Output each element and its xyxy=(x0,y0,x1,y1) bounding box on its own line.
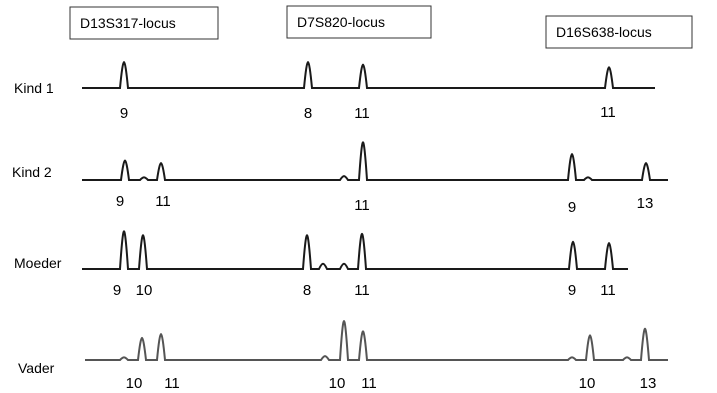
allele-label: 8 xyxy=(304,105,312,122)
alleles-moeder: 9 10 8 11 9 11 xyxy=(113,282,616,299)
allele-label: 11 xyxy=(155,193,171,210)
locus-label: D7S820-locus xyxy=(297,14,385,30)
allele-label: 10 xyxy=(329,375,346,392)
allele-label: 13 xyxy=(637,195,654,212)
locus-header-d7s820: D7S820-locus xyxy=(286,5,432,39)
allele-label: 9 xyxy=(568,282,576,299)
allele-label: 11 xyxy=(354,282,370,299)
allele-label: 8 xyxy=(303,282,311,299)
locus-label: D16S638-locus xyxy=(556,24,652,40)
allele-label: 9 xyxy=(113,282,121,299)
allele-label: 11 xyxy=(361,375,377,392)
row-label-kind-1: Kind 1 xyxy=(14,80,54,96)
trace-moeder xyxy=(82,230,628,270)
allele-label: 10 xyxy=(126,375,143,392)
row-label-kind-2: Kind 2 xyxy=(12,164,52,180)
alleles-kind-1: 9 8 11 11 xyxy=(120,104,616,122)
allele-label: 10 xyxy=(136,282,153,299)
locus-header-d13s317: D13S317-locus xyxy=(69,6,219,40)
locus-label: D13S317-locus xyxy=(80,15,176,31)
row-label-moeder: Moeder xyxy=(14,255,62,271)
allele-label: 9 xyxy=(120,105,128,122)
trace-vader xyxy=(85,319,668,361)
allele-label: 11 xyxy=(600,104,616,121)
locus-box xyxy=(286,5,432,39)
locus-box xyxy=(545,15,693,49)
allele-label: 11 xyxy=(354,105,370,122)
trace-kind-1 xyxy=(82,60,655,89)
allele-label: 9 xyxy=(116,193,124,210)
allele-label: 10 xyxy=(579,375,596,392)
allele-label: 11 xyxy=(354,197,370,214)
allele-label: 9 xyxy=(568,199,576,216)
row-label-vader: Vader xyxy=(18,360,55,376)
alleles-vader: 10 11 10 11 10 13 xyxy=(126,375,657,392)
allele-label: 11 xyxy=(164,375,180,392)
trace-kind-2 xyxy=(82,141,668,181)
alleles-kind-2: 9 11 11 9 13 xyxy=(116,193,654,216)
allele-label: 11 xyxy=(600,282,616,299)
locus-header-d16s638: D16S638-locus xyxy=(545,15,693,49)
locus-box xyxy=(69,6,219,40)
allele-label: 13 xyxy=(640,375,657,392)
